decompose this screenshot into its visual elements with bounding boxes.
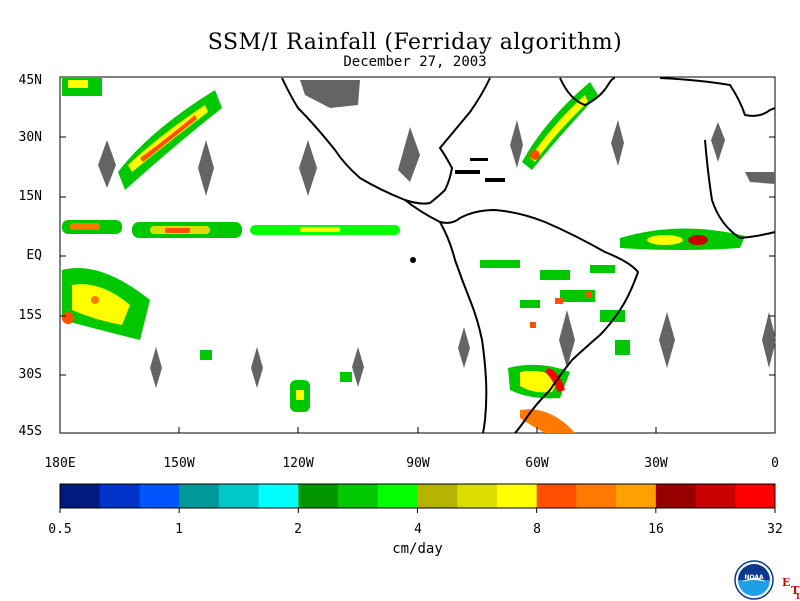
lat-label-eq: EQ — [26, 248, 42, 263]
colorbar-segment — [258, 484, 299, 508]
lat-label-30s: 30S — [18, 367, 42, 382]
lat-label-45s: 45S — [18, 424, 42, 439]
colorbar — [59, 483, 776, 513]
noaa-logo-icon: NOAA — [734, 560, 774, 600]
colorbar-units: cm/day — [392, 541, 443, 557]
colorbar-segment — [218, 484, 260, 508]
caribbean-islands — [410, 158, 505, 263]
no-data-swaths — [98, 80, 776, 388]
colorbar-segment — [655, 484, 697, 508]
lon-label-30w: 30W — [644, 456, 668, 471]
coastlines — [281, 77, 776, 434]
lon-label-120w: 120W — [282, 456, 314, 471]
colorbar-segment — [417, 484, 458, 508]
lon-label-0: 0 — [771, 456, 779, 471]
colorbar-segment — [99, 484, 140, 508]
colorbar-segment — [298, 484, 339, 508]
map-date: December 27, 2003 — [343, 54, 487, 70]
colorbar-label-8: 8 — [533, 522, 541, 537]
colorbar-label-16: 16 — [648, 522, 664, 537]
lat-label-15s: 15S — [18, 308, 42, 323]
colorbar-segment — [695, 484, 736, 508]
colorbar-segment — [179, 484, 220, 508]
colorbar-segment — [496, 484, 538, 508]
logo-letter-e: E — [782, 576, 791, 589]
axis-ticks — [60, 136, 775, 433]
colorbar-label-4: 4 — [414, 522, 422, 537]
rainfall-patches — [62, 78, 745, 433]
lat-label-45n: 45N — [18, 73, 42, 88]
colorbar-segment — [377, 484, 418, 508]
colorbar-segment — [139, 484, 180, 508]
colorbar-label-2: 2 — [294, 522, 302, 537]
colorbar-segment — [616, 484, 657, 508]
colorbar-segment — [735, 484, 776, 508]
lon-label-180e: 180E — [44, 456, 76, 471]
colorbar-segment — [338, 484, 379, 508]
colorbar-segment — [457, 484, 498, 508]
colorbar-segment — [536, 484, 577, 508]
colorbar-segment — [60, 484, 101, 508]
colorbar-label-1: 1 — [175, 522, 183, 537]
logo-letter-i: I — [796, 591, 800, 601]
lon-label-150w: 150W — [163, 456, 195, 471]
noaa-logo-text: NOAA — [744, 574, 764, 581]
colorbar-label-0-5: 0.5 — [48, 522, 72, 537]
colorbar-segment — [576, 484, 617, 508]
colorbar-label-32: 32 — [767, 522, 783, 537]
lon-label-90w: 90W — [406, 456, 430, 471]
lat-label-30n: 30N — [18, 130, 42, 145]
lon-label-60w: 60W — [525, 456, 549, 471]
map-title: SSM/I Rainfall (Ferriday algorithm) — [207, 30, 623, 55]
logo-letter-t: T — [791, 584, 800, 597]
lat-label-15n: 15N — [18, 189, 42, 204]
